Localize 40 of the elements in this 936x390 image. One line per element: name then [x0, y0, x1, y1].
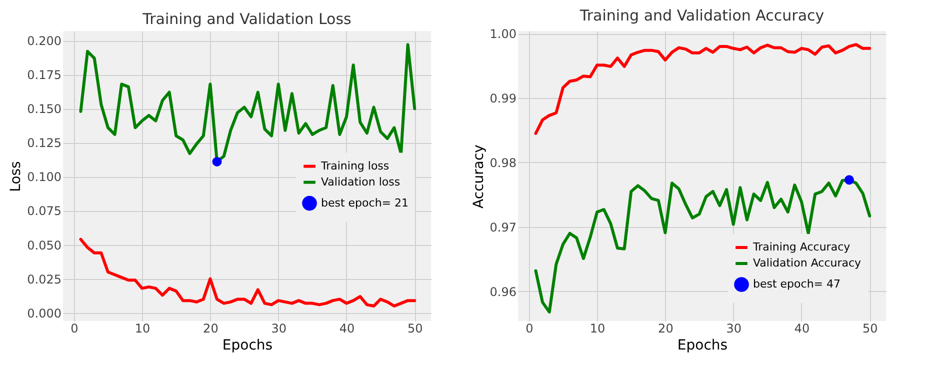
y-tick-label: 0.97	[490, 220, 516, 234]
x-tick-label: 0	[526, 322, 534, 336]
legend-label: Training Accuracy	[752, 240, 851, 254]
x-tick-label: 50	[408, 322, 423, 336]
legend-label: best epoch= 47	[753, 278, 841, 290]
x-axis-title: Epochs	[677, 338, 728, 354]
y-tick-label: 0.200	[27, 34, 62, 48]
legend-label: best epoch= 21	[321, 196, 409, 210]
chart-title: Training and Validation Loss	[142, 10, 352, 28]
x-tick-label: 20	[203, 322, 218, 336]
x-tick-label: 10	[134, 322, 150, 336]
legend-label: Validation Accuracy	[753, 256, 862, 270]
x-tick-label: 30	[726, 322, 742, 336]
y-tick-label: 0.075	[27, 204, 62, 218]
y-axis-title: Loss	[8, 161, 24, 192]
y-tick-label: 0.125	[27, 136, 62, 150]
y-tick-label: 0.98	[490, 156, 516, 170]
x-tick-label: 50	[862, 322, 878, 336]
x-tick-label: 10	[590, 322, 606, 336]
x-tick-label: 30	[271, 322, 286, 336]
line-series	[534, 43, 872, 135]
x-tick-label: 40	[794, 322, 810, 336]
y-tick-label: 0.050	[27, 238, 62, 252]
x-tick-label: 20	[658, 322, 674, 336]
y-axis-title: Accuracy	[470, 144, 487, 208]
y-tick-label: 0.150	[27, 102, 62, 116]
x-tick-label: 0	[70, 322, 78, 336]
legend-label: Training loss	[320, 159, 390, 172]
y-tick-label: 1.00	[490, 27, 516, 42]
y-tick-label: 0.100	[27, 170, 62, 184]
legend-label: Validation loss	[321, 175, 400, 188]
y-tick-label: 0.025	[27, 272, 62, 286]
x-axis-title: Epochs	[222, 338, 273, 354]
y-tick-label: 0.000	[27, 306, 62, 320]
y-tick-label: 0.96	[490, 284, 516, 299]
y-tick-label: 0.175	[27, 68, 62, 82]
x-tick-label: 40	[339, 322, 355, 336]
chart-title: Training and Validation Accuracy	[578, 6, 824, 25]
line-series	[79, 238, 416, 308]
y-tick-label: 0.99	[490, 92, 516, 106]
